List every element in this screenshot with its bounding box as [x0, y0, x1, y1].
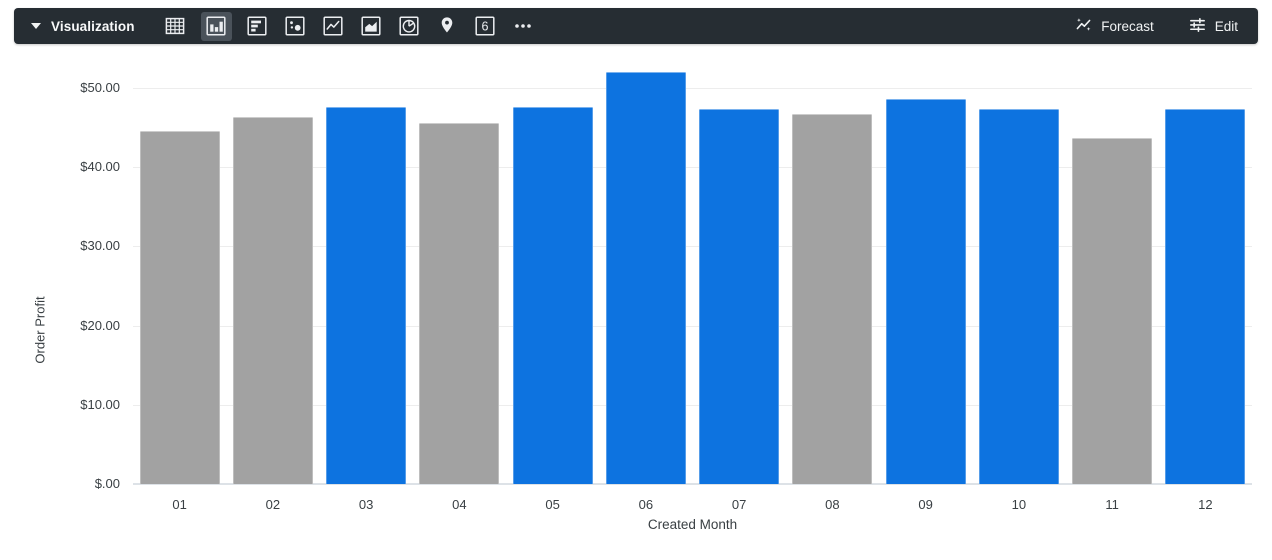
x-tick-label: 04 [452, 497, 467, 512]
x-tick-label: 07 [731, 497, 747, 512]
y-tick-label: $40.00 [80, 159, 120, 175]
map-icon [435, 14, 459, 38]
forecast-icon [1074, 15, 1093, 37]
more-options-icon [511, 14, 535, 38]
edit-label: Edit [1214, 18, 1238, 34]
chevron-down-icon [31, 23, 41, 29]
svg-text:6: 6 [482, 19, 489, 33]
gridline [133, 167, 1252, 169]
x-tick-label: 08 [825, 497, 840, 512]
x-axis-title: Created Month [647, 517, 738, 532]
viz-type-line-chart-button[interactable] [321, 14, 346, 39]
bar-07[interactable] [699, 109, 780, 484]
area-chart-icon [359, 14, 383, 38]
y-tick-label: $20.00 [80, 317, 120, 333]
gridline [133, 325, 1252, 327]
viz-type-pie-chart-button[interactable] [397, 14, 422, 39]
gridline [133, 88, 1252, 89]
x-tick-label: 12 [1198, 497, 1213, 512]
bar-chart-icon [245, 14, 269, 38]
single-value-icon: 6 [473, 14, 497, 38]
viz-type-more-options-button[interactable] [511, 14, 536, 39]
viz-type-map-button[interactable] [435, 14, 460, 39]
gridline [133, 404, 1252, 406]
viz-type-bar-chart-button[interactable] [245, 14, 270, 39]
x-tick-label: 06 [638, 497, 654, 512]
pie-chart-icon [397, 14, 421, 38]
viz-type-area-chart-button[interactable] [359, 14, 384, 39]
y-tick-label: $.00 [94, 476, 120, 491]
forecast-button[interactable]: Forecast [1074, 15, 1154, 37]
bar-01[interactable] [139, 130, 220, 484]
tune-icon [1188, 15, 1207, 37]
bar-02[interactable] [232, 116, 313, 484]
y-tick-label: $10.00 [80, 396, 120, 412]
forecast-label: Forecast [1101, 18, 1154, 34]
x-tick-label: 11 [1105, 497, 1119, 512]
x-tick-label: 02 [265, 497, 281, 512]
table-icon [163, 14, 187, 38]
bar-04[interactable] [419, 122, 500, 484]
x-tick-label: 05 [545, 497, 560, 512]
edit-button[interactable]: Edit [1188, 15, 1238, 37]
x-tick-label: 10 [1011, 497, 1027, 512]
bar-chart: Order Profit Created Month $.00 $10.00 $20… [0, 44, 1272, 560]
y-tick-label: $50.00 [80, 80, 120, 95]
bar-06[interactable] [605, 72, 686, 484]
viz-type-scatter-plot-button[interactable] [283, 14, 308, 39]
bar-10[interactable] [978, 109, 1059, 484]
x-tick-label: 03 [358, 497, 374, 512]
bar-08[interactable] [792, 114, 873, 484]
bar-03[interactable] [326, 107, 407, 484]
y-tick-label: $30.00 [80, 238, 120, 254]
viz-type-picker: 6 [163, 11, 536, 41]
line-chart-icon [321, 14, 345, 38]
visualization-collapse-toggle[interactable]: Visualization [14, 19, 135, 34]
scatter-plot-icon [283, 14, 307, 38]
viz-type-column-chart-button[interactable] [200, 11, 232, 41]
x-tick-label: 01 [172, 497, 187, 512]
gridline [133, 246, 1252, 248]
column-chart-icon [204, 14, 228, 38]
bar-11[interactable] [1072, 137, 1153, 484]
bar-05[interactable] [512, 107, 593, 484]
x-axis-line [133, 483, 1252, 485]
visualization-toolbar: Visualization 6 Forecast [14, 8, 1258, 44]
x-tick-label: 09 [918, 497, 933, 512]
viz-type-table-button[interactable] [163, 14, 188, 39]
toolbar-title: Visualization [51, 18, 135, 34]
bar-09[interactable] [885, 99, 966, 484]
viz-type-single-value-button[interactable]: 6 [473, 14, 498, 39]
bar-12[interactable] [1165, 109, 1246, 484]
